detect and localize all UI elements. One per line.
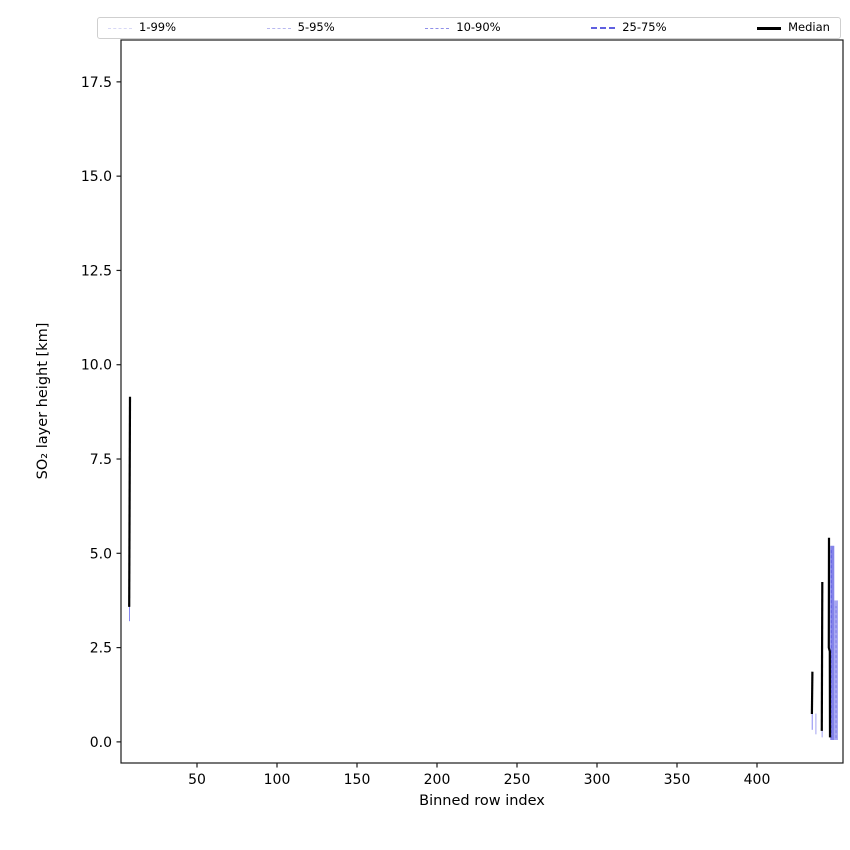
legend-item: 10-90% [425,20,501,35]
legend-item-label: 25-75% [622,20,667,35]
legend-line-swatch [266,27,291,29]
x-tick-label: 400 [744,772,771,788]
median-line-segment [128,396,132,607]
y-tick-label: 15.0 [81,169,112,185]
x-tick-label: 50 [188,772,206,788]
legend-item-label: 5-95% [297,20,335,35]
y-axis-label: SO₂ layer height [km] [35,323,51,480]
x-tick-label: 100 [264,772,291,788]
legend-item-label: Median [788,20,830,35]
plot-border [120,39,844,764]
legend-line-swatch [591,27,616,29]
median-line-segment [827,537,832,738]
x-axis-label: Binned row index [419,793,545,809]
legend-item-label: 1-99% [139,20,177,35]
ticks-layer: 50 100 150 200 250 300 350 400 0.0 2.5 5.0 7.5 10.0 1… [81,75,771,788]
median-line-segment [810,671,814,715]
y-tick-label: 5.0 [90,546,112,562]
median-line-layer [128,396,832,738]
percentile-band [129,604,130,622]
percentile-band [811,711,813,730]
legend-item: 5-95% [266,20,335,35]
legend-line-swatch [757,26,782,30]
y-tick-label: 7.5 [90,452,112,468]
legend-item: 1-99% [108,22,176,34]
legend-line-swatch [108,27,132,29]
x-tick-label: 300 [584,772,611,788]
percentile-bands-layer [129,545,838,740]
legend: 1-99% 5-95% 10-90% 25-75% Median [97,17,841,39]
axes-layer [120,39,844,764]
legend-item: Median [757,22,830,34]
legend-line-swatch [425,27,450,29]
y-tick-label: 0.0 [90,735,112,751]
y-tick-label: 10.0 [81,358,112,374]
percentile-band [815,713,817,735]
legend-item-label: 10-90% [456,20,501,35]
x-tick-label: 250 [504,772,531,788]
median-line-segment [820,581,824,731]
x-tick-label: 200 [424,772,451,788]
x-tick-label: 150 [344,772,371,788]
y-tick-label: 12.5 [81,263,112,279]
legend-item: 25-75% [591,20,667,35]
percentile-band [821,729,823,738]
percentile-band [830,545,835,740]
y-tick-label: 2.5 [90,641,112,657]
y-tick-label: 17.5 [81,75,112,91]
x-tick-label: 350 [664,772,691,788]
